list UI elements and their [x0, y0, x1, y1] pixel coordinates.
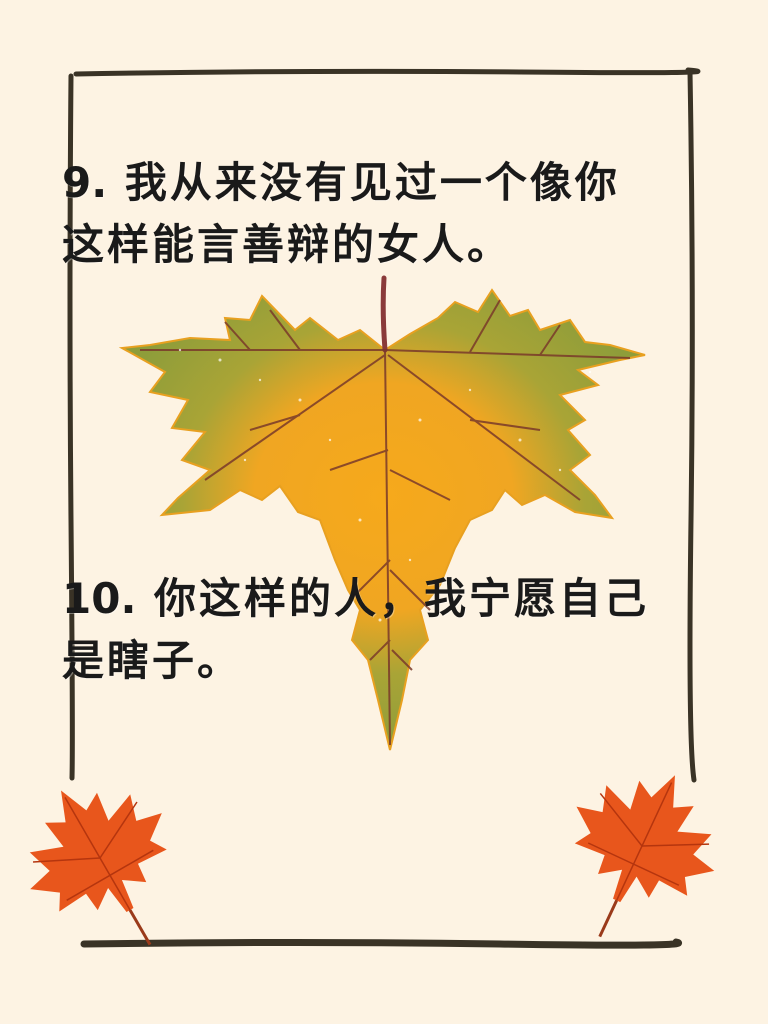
maple-leaf-icon: [29, 790, 167, 946]
quote-item: 10. 你这样的人，我宁愿自己是瞎子。: [62, 568, 662, 692]
sycamore-leaf-icon: [118, 275, 646, 751]
quote-text: 我从来没有见过一个像你这样能言善辩的女人。: [62, 158, 620, 269]
quote-text: 你这样的人，我宁愿自己是瞎子。: [62, 574, 650, 685]
quote-item: 9. 我从来没有见过一个像你这样能言善辩的女人。: [62, 152, 662, 276]
frame: [67, 67, 701, 949]
maple-leaf-icon: [574, 775, 715, 938]
quote-number: 9.: [62, 158, 108, 207]
quote-number: 10.: [62, 574, 137, 623]
